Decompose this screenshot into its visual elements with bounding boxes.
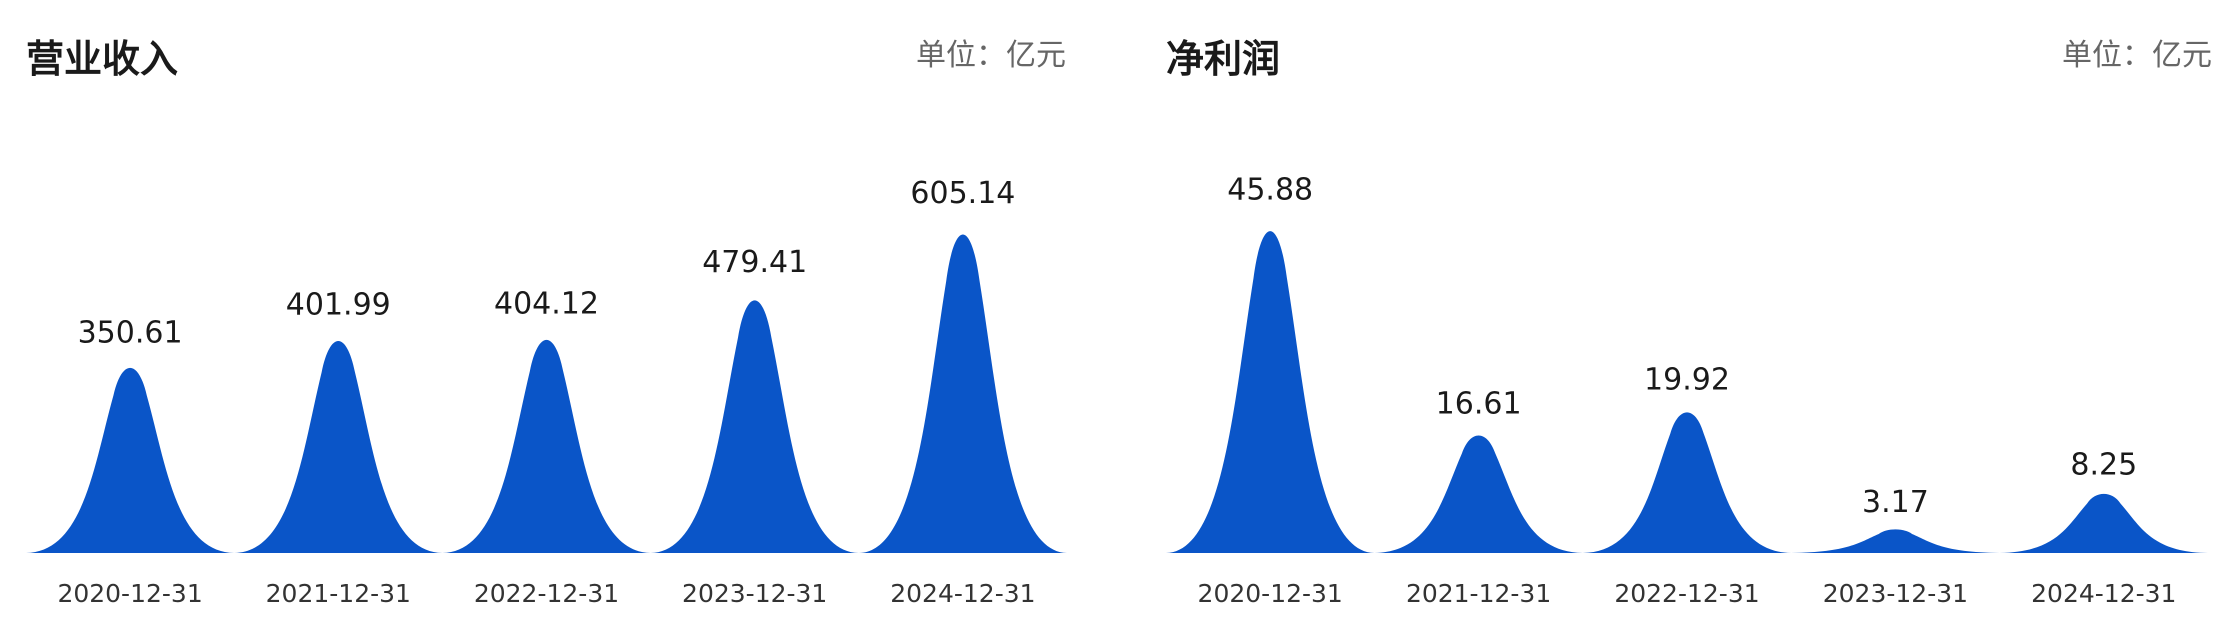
bar-peak (858, 234, 1067, 553)
net-profit-chart-svg: 45.88 2020-12-31 16.61 2021-12-31 19.92 2022-… (1166, 173, 2208, 608)
x-tick-label: 2020-12-31 (57, 579, 202, 608)
data-label: 401.99 (286, 288, 391, 323)
x-tick-label: 2022-12-31 (474, 579, 619, 608)
data-label: 16.61 (1436, 387, 1522, 422)
bar-peak (1582, 412, 1792, 553)
bar-peak (1999, 493, 2208, 553)
data-label: 479.41 (702, 245, 807, 280)
data-label: 3.17 (1862, 485, 1929, 520)
data-label: 350.61 (78, 316, 183, 351)
x-tick-label: 2024-12-31 (890, 579, 1035, 608)
chart-title: 净利润 (1166, 37, 1281, 81)
unit-label: 单位：亿元 (916, 38, 1066, 73)
x-tick-label: 2021-12-31 (266, 579, 411, 608)
x-tick-label: 2020-12-31 (1198, 579, 1343, 608)
x-tick-label: 2024-12-31 (2031, 579, 2176, 608)
revenue-chart-svg: 350.61 2020-12-31 401.99 2021-12-31 404.12 20… (26, 176, 1067, 608)
data-label: 19.92 (1644, 362, 1730, 397)
net-profit-chart-panel: 净利润 单位：亿元 45.88 2020-12-31 16.61 2021-12-31… (1140, 0, 2236, 638)
revenue-chart-panel: 营业收入 单位：亿元 350.61 2020-12-31 401.99 2021-12… (0, 0, 1090, 638)
data-label: 45.88 (1227, 173, 1313, 208)
bar-peak (1791, 529, 2000, 553)
data-label: 404.12 (494, 286, 599, 321)
x-tick-label: 2022-12-31 (1614, 579, 1759, 608)
x-tick-label: 2023-12-31 (682, 579, 827, 608)
x-tick-label: 2021-12-31 (1406, 579, 1551, 608)
data-label: 605.14 (910, 176, 1015, 211)
data-label: 8.25 (2070, 448, 2137, 483)
unit-label: 单位：亿元 (2062, 38, 2212, 73)
bar-peak (1374, 435, 1583, 553)
bar-peak (442, 339, 651, 553)
bar-peak (26, 367, 235, 553)
chart-title: 营业收入 (26, 37, 179, 81)
bar-peak (650, 300, 859, 553)
bar-peak (234, 340, 443, 553)
x-tick-label: 2023-12-31 (1823, 579, 1968, 608)
bar-peak (1166, 231, 1375, 553)
